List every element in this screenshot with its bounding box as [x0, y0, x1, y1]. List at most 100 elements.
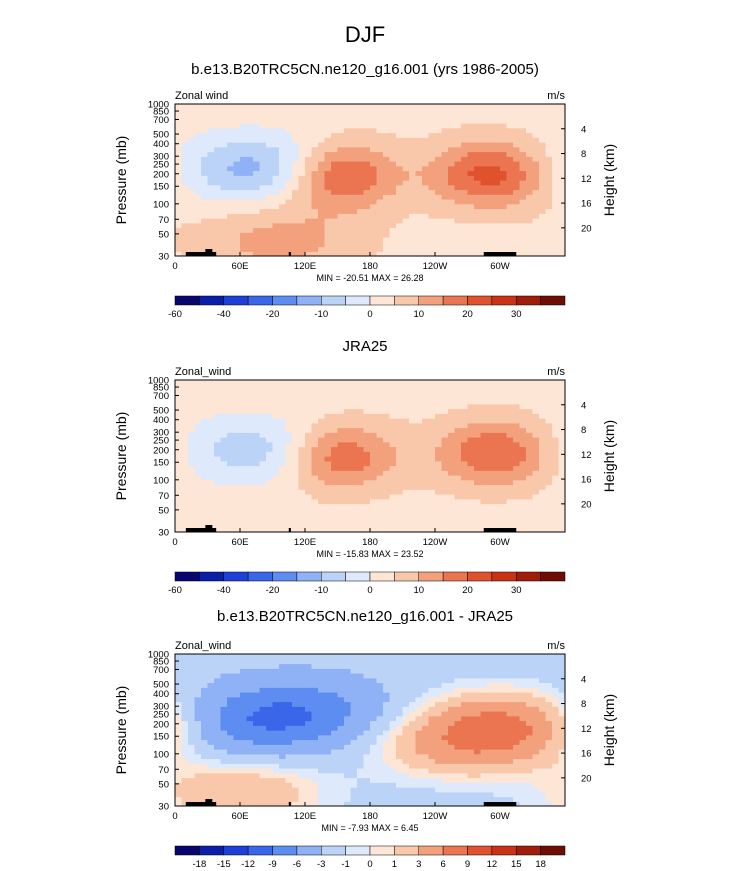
contour-cell — [519, 165, 527, 172]
contour-cell — [383, 246, 391, 252]
contour-cell — [344, 118, 352, 124]
contour-cell — [428, 422, 436, 429]
contour-cell — [194, 734, 202, 741]
contour-cell — [506, 241, 514, 248]
contour-cell — [311, 113, 319, 119]
contour-cell — [389, 465, 397, 471]
contour-cell — [305, 389, 313, 395]
contour-cell — [292, 213, 300, 219]
contour-cell — [272, 184, 280, 191]
contour-cell — [526, 772, 534, 779]
topography-mark — [185, 252, 213, 256]
contour-cell — [539, 251, 547, 256]
contour-cell — [500, 132, 508, 138]
contour-cell — [175, 768, 183, 774]
contour-cell — [324, 127, 332, 134]
contour-cell — [441, 517, 449, 524]
contour-cell — [396, 451, 404, 457]
contour-cell — [337, 749, 345, 755]
contour-cell — [292, 142, 300, 148]
contour-cell — [409, 156, 417, 162]
contour-cell — [383, 389, 391, 395]
contour-cell — [188, 142, 196, 148]
colorbar-swatch — [199, 295, 224, 306]
contour-cell — [246, 165, 254, 172]
contour-cell — [175, 725, 183, 731]
contour-cell — [292, 427, 300, 433]
contour-cell — [318, 522, 326, 528]
contour-cell — [240, 222, 248, 229]
contour-cell — [422, 137, 430, 143]
contour-cell — [552, 184, 560, 191]
contour-cell — [266, 437, 274, 443]
contour-cell — [552, 151, 560, 157]
contour-cell — [311, 422, 319, 429]
contour-cell — [454, 108, 462, 115]
contour-cell — [376, 165, 384, 172]
contour-cell — [389, 232, 397, 238]
contour-cell — [539, 753, 547, 760]
contour-cell — [253, 208, 261, 214]
contour-cell — [305, 184, 313, 191]
contour-cell — [389, 165, 397, 172]
contour-cell — [396, 203, 404, 210]
contour-cell — [344, 175, 352, 181]
contour-cell — [344, 494, 352, 500]
contour-cell — [526, 730, 534, 736]
contour-cell — [233, 389, 241, 395]
contour-cell — [480, 246, 488, 252]
contour-cell — [253, 222, 261, 229]
contour-cell — [506, 730, 514, 736]
contour-cell — [311, 203, 319, 210]
contour-cell — [545, 432, 553, 438]
contour-cell — [207, 739, 215, 745]
contour-cell — [370, 156, 378, 162]
contour-cell — [532, 232, 540, 238]
contour-cell — [539, 503, 547, 509]
contour-cell — [474, 446, 482, 452]
contour-cell — [188, 522, 196, 528]
contour-cell — [474, 796, 482, 802]
contour-cell — [552, 189, 560, 195]
contour-cell — [376, 517, 384, 524]
contour-cell — [461, 791, 469, 798]
contour-cell — [181, 189, 189, 195]
contour-cell — [545, 782, 553, 788]
contour-cell — [402, 194, 410, 200]
contour-cell — [181, 796, 189, 802]
contour-cell — [493, 432, 501, 438]
contour-cell — [435, 494, 443, 500]
contour-cell — [500, 730, 508, 736]
contour-cell — [376, 456, 384, 462]
contour-cell — [461, 437, 469, 443]
contour-cell — [513, 413, 521, 419]
contour-cell — [383, 460, 391, 467]
contour-cell — [545, 753, 553, 760]
contour-cell — [285, 199, 293, 205]
contour-cell — [493, 768, 501, 774]
contour-cell — [389, 175, 397, 181]
contour-cell — [396, 489, 404, 495]
contour-cell — [558, 118, 565, 124]
contour-cell — [220, 137, 228, 143]
contour-cell — [272, 218, 280, 224]
contour-cell — [396, 123, 404, 129]
contour-cell — [552, 508, 560, 514]
contour-cell — [181, 418, 189, 424]
contour-cell — [480, 451, 488, 457]
contour-cell — [422, 113, 430, 119]
contour-cell — [181, 475, 189, 481]
contour-cell — [207, 517, 215, 524]
contour-cell — [480, 399, 488, 405]
contour-cell — [539, 218, 547, 224]
contour-cell — [240, 113, 248, 119]
contour-cell — [272, 437, 280, 443]
contour-cell — [305, 104, 313, 110]
contour-cell — [188, 796, 196, 802]
contour-cell — [545, 796, 553, 802]
contour-cell — [383, 127, 391, 134]
contour-cell — [552, 194, 560, 200]
contour-cell — [376, 394, 384, 400]
x-tick-label: 120E — [294, 261, 316, 272]
contour-cell — [428, 744, 436, 750]
